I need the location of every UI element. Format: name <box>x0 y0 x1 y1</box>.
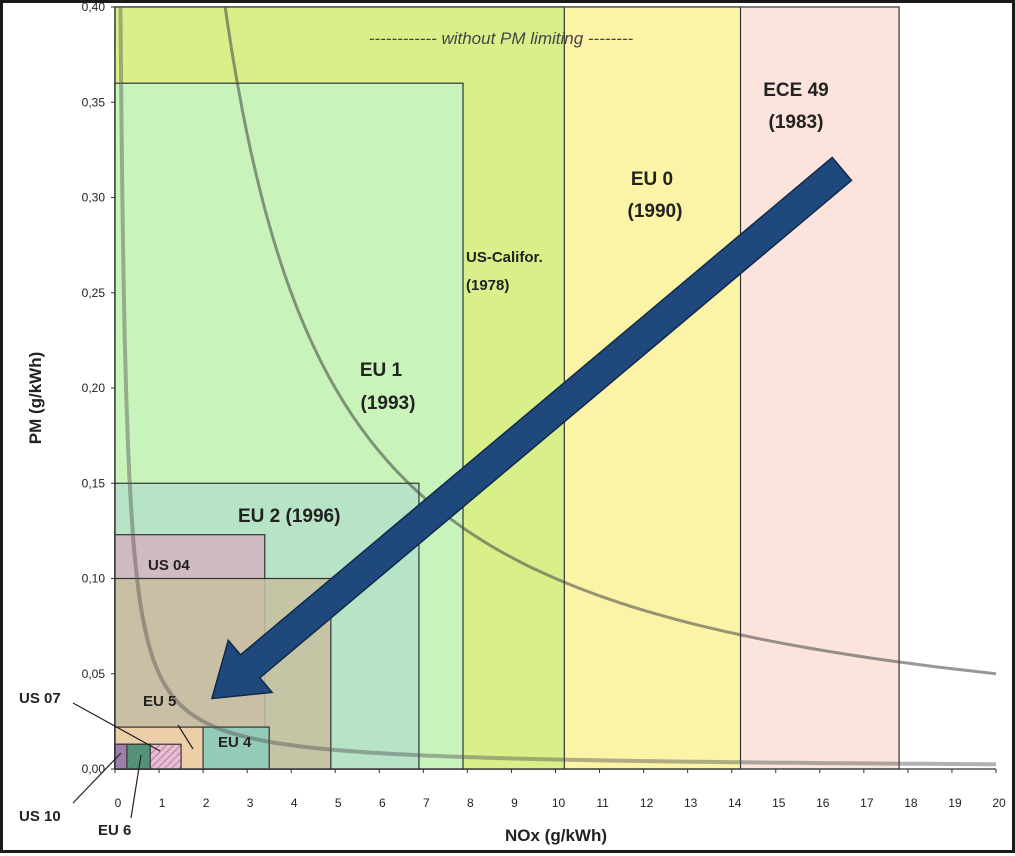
x-tick-label: 17 <box>860 796 874 810</box>
x-tick-label: 20 <box>992 796 1006 810</box>
x-tick-label: 6 <box>379 796 386 810</box>
x-tick-label: 4 <box>291 796 298 810</box>
label-eu-0-year: (1990) <box>628 201 683 222</box>
label-ece-49-year: (1983) <box>769 112 824 133</box>
tradeoff-curve-1 <box>223 6 997 676</box>
y-tick-label: 0,30 <box>82 191 106 205</box>
y-tick-label: 0,10 <box>82 572 106 586</box>
x-axis-title: NOx (g/kWh) <box>505 826 607 845</box>
x-tick-label: 10 <box>552 796 566 810</box>
pointer-eu-6 <box>130 754 142 819</box>
label-eu-2: EU 2 (1996) <box>238 506 340 527</box>
label-eu-0: EU 0 <box>631 169 673 190</box>
x-tick-label: 13 <box>684 796 698 810</box>
x-tick-label: 2 <box>203 796 210 810</box>
y-tick-label: 0,15 <box>82 476 106 490</box>
label-us-07: US 07 <box>19 690 61 707</box>
x-tick-label: 8 <box>467 796 474 810</box>
pointer-us-10 <box>72 752 122 804</box>
label-eu-4: EU 4 <box>218 734 252 751</box>
x-tick-label: 16 <box>816 796 830 810</box>
x-tick-label: 9 <box>511 796 518 810</box>
y-tick-label: 0,05 <box>82 667 106 681</box>
x-tick-label: 18 <box>904 796 918 810</box>
label-us-10: US 10 <box>19 808 61 825</box>
trend-arrow-shape <box>210 156 853 700</box>
label-eu-1-year: (1993) <box>361 393 416 414</box>
region-labels: ECE 49 (1983) EU 0 (1990) US-Califor. (1978) E… <box>19 80 829 839</box>
y-tick-label: 0,25 <box>82 286 106 300</box>
x-tick-label: 15 <box>772 796 786 810</box>
tradeoff-curves <box>118 6 997 767</box>
label-eu-5: EU 5 <box>143 693 176 710</box>
x-tick-label: 3 <box>247 796 254 810</box>
label-ece-49: ECE 49 <box>763 80 828 101</box>
y-tick-label: 0,20 <box>82 381 106 395</box>
label-eu-6: EU 6 <box>98 822 131 839</box>
label-eu-1: EU 1 <box>360 360 403 381</box>
y-axis-title: PM (g/kWh) <box>26 352 45 445</box>
x-tick-label: 1 <box>159 796 166 810</box>
x-tick-label: 11 <box>596 796 609 810</box>
axes: 0 1 2 3 4 5 6 7 8 9 10 11 12 13 14 15 16 17 18 19 200,000,05… <box>26 3 1006 845</box>
label-us-california-year: (1978) <box>466 277 509 294</box>
emissions-chart: 0 1 2 3 4 5 6 7 8 9 10 11 12 13 14 15 16 17 18 19 200,000,05… <box>19 3 1006 845</box>
pm-limit-note: ------------ without PM limiting -------… <box>369 29 634 48</box>
tradeoff-curve-2 <box>118 6 996 767</box>
x-tick-label: 14 <box>728 796 742 810</box>
x-tick-label: 19 <box>948 796 962 810</box>
y-tick-label: 0,40 <box>82 3 106 14</box>
y-tick-label: 0,35 <box>82 95 106 109</box>
pointer-us-07 <box>72 702 161 752</box>
x-tick-label: 0 <box>115 796 122 810</box>
x-tick-label: 12 <box>640 796 654 810</box>
standard-regions <box>114 6 900 770</box>
label-us-04: US 04 <box>148 557 190 574</box>
label-us-california: US-Califor. <box>466 249 543 266</box>
y-tick-label: 0,00 <box>82 762 106 776</box>
x-tick-label: 5 <box>335 796 342 810</box>
trend-arrow <box>210 156 853 700</box>
x-tick-label: 7 <box>423 796 430 810</box>
pointer-eu-5 <box>177 724 194 750</box>
